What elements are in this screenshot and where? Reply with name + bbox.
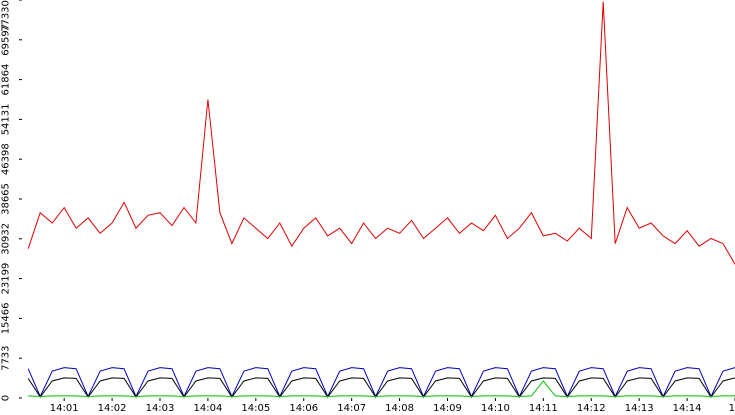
x-tick-label: 14:07 bbox=[337, 403, 366, 414]
x-tick-label: 14:09 bbox=[433, 403, 462, 414]
x-tick-label: 14:06 bbox=[289, 403, 318, 414]
x-tick-label: 14:03 bbox=[146, 403, 175, 414]
x-tick-label: 14:10 bbox=[481, 403, 510, 414]
x-tick-label: 14:02 bbox=[98, 403, 127, 414]
y-tick-label: 69597 bbox=[0, 24, 11, 56]
y-tick-label: 77330 bbox=[0, 0, 11, 32]
x-tick-label: 14:12 bbox=[577, 403, 606, 414]
y-tick-label: 61864 bbox=[0, 64, 11, 96]
x-tick-label: 14:11 bbox=[529, 403, 558, 414]
y-tick-label: 54131 bbox=[0, 103, 11, 135]
series-line bbox=[27, 377, 735, 398]
y-tick-label: 46398 bbox=[0, 143, 11, 175]
y-tick-label: 23199 bbox=[0, 263, 11, 295]
series-line bbox=[27, 1, 735, 265]
y-tick-label: 0 bbox=[0, 395, 11, 401]
series-line bbox=[27, 367, 735, 398]
x-tick-label: 14:01 bbox=[50, 403, 79, 414]
y-tick-label: 30932 bbox=[0, 223, 11, 255]
y-tick-label: 38665 bbox=[0, 183, 11, 215]
y-tick-label: 15466 bbox=[0, 302, 11, 334]
y-tick-label: 7733 bbox=[0, 345, 11, 370]
x-tick-label: 14:14 bbox=[673, 403, 702, 414]
x-tick-label: 14:05 bbox=[241, 403, 270, 414]
x-tick-label: 14 bbox=[729, 403, 735, 414]
x-tick-label: 14:13 bbox=[625, 403, 654, 414]
x-tick-label: 14:08 bbox=[385, 403, 414, 414]
series-line bbox=[28, 380, 735, 398]
x-tick-label: 14:04 bbox=[194, 403, 223, 414]
